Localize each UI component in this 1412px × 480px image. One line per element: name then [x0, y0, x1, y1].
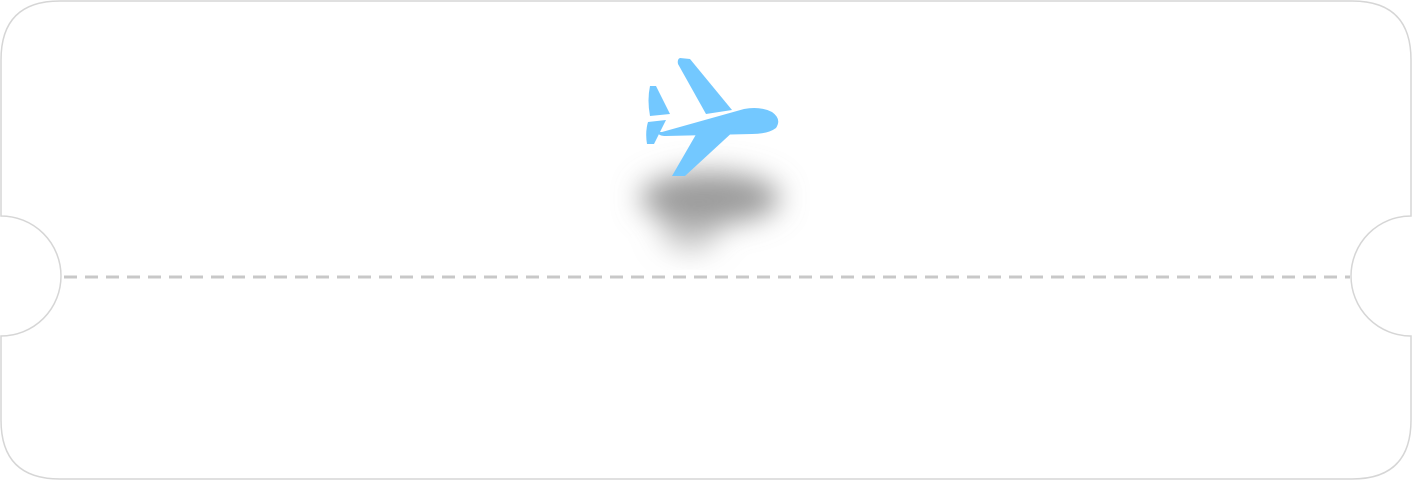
airplane-icon — [646, 58, 779, 176]
